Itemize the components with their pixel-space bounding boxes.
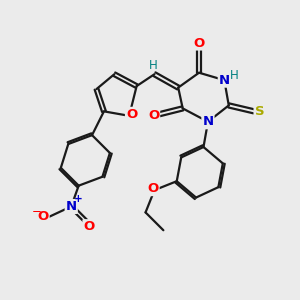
- Text: O: O: [38, 210, 49, 224]
- Text: O: O: [148, 109, 159, 122]
- Text: H: H: [230, 69, 239, 82]
- Text: O: O: [83, 220, 95, 233]
- Text: S: S: [255, 105, 264, 118]
- Text: −: −: [32, 205, 41, 218]
- Text: O: O: [147, 182, 159, 195]
- Text: O: O: [126, 108, 137, 121]
- Text: N: N: [219, 74, 230, 87]
- Text: N: N: [202, 115, 214, 128]
- Text: H: H: [148, 59, 157, 72]
- Text: O: O: [194, 37, 205, 50]
- Text: N: N: [66, 200, 77, 213]
- Text: +: +: [74, 194, 83, 204]
